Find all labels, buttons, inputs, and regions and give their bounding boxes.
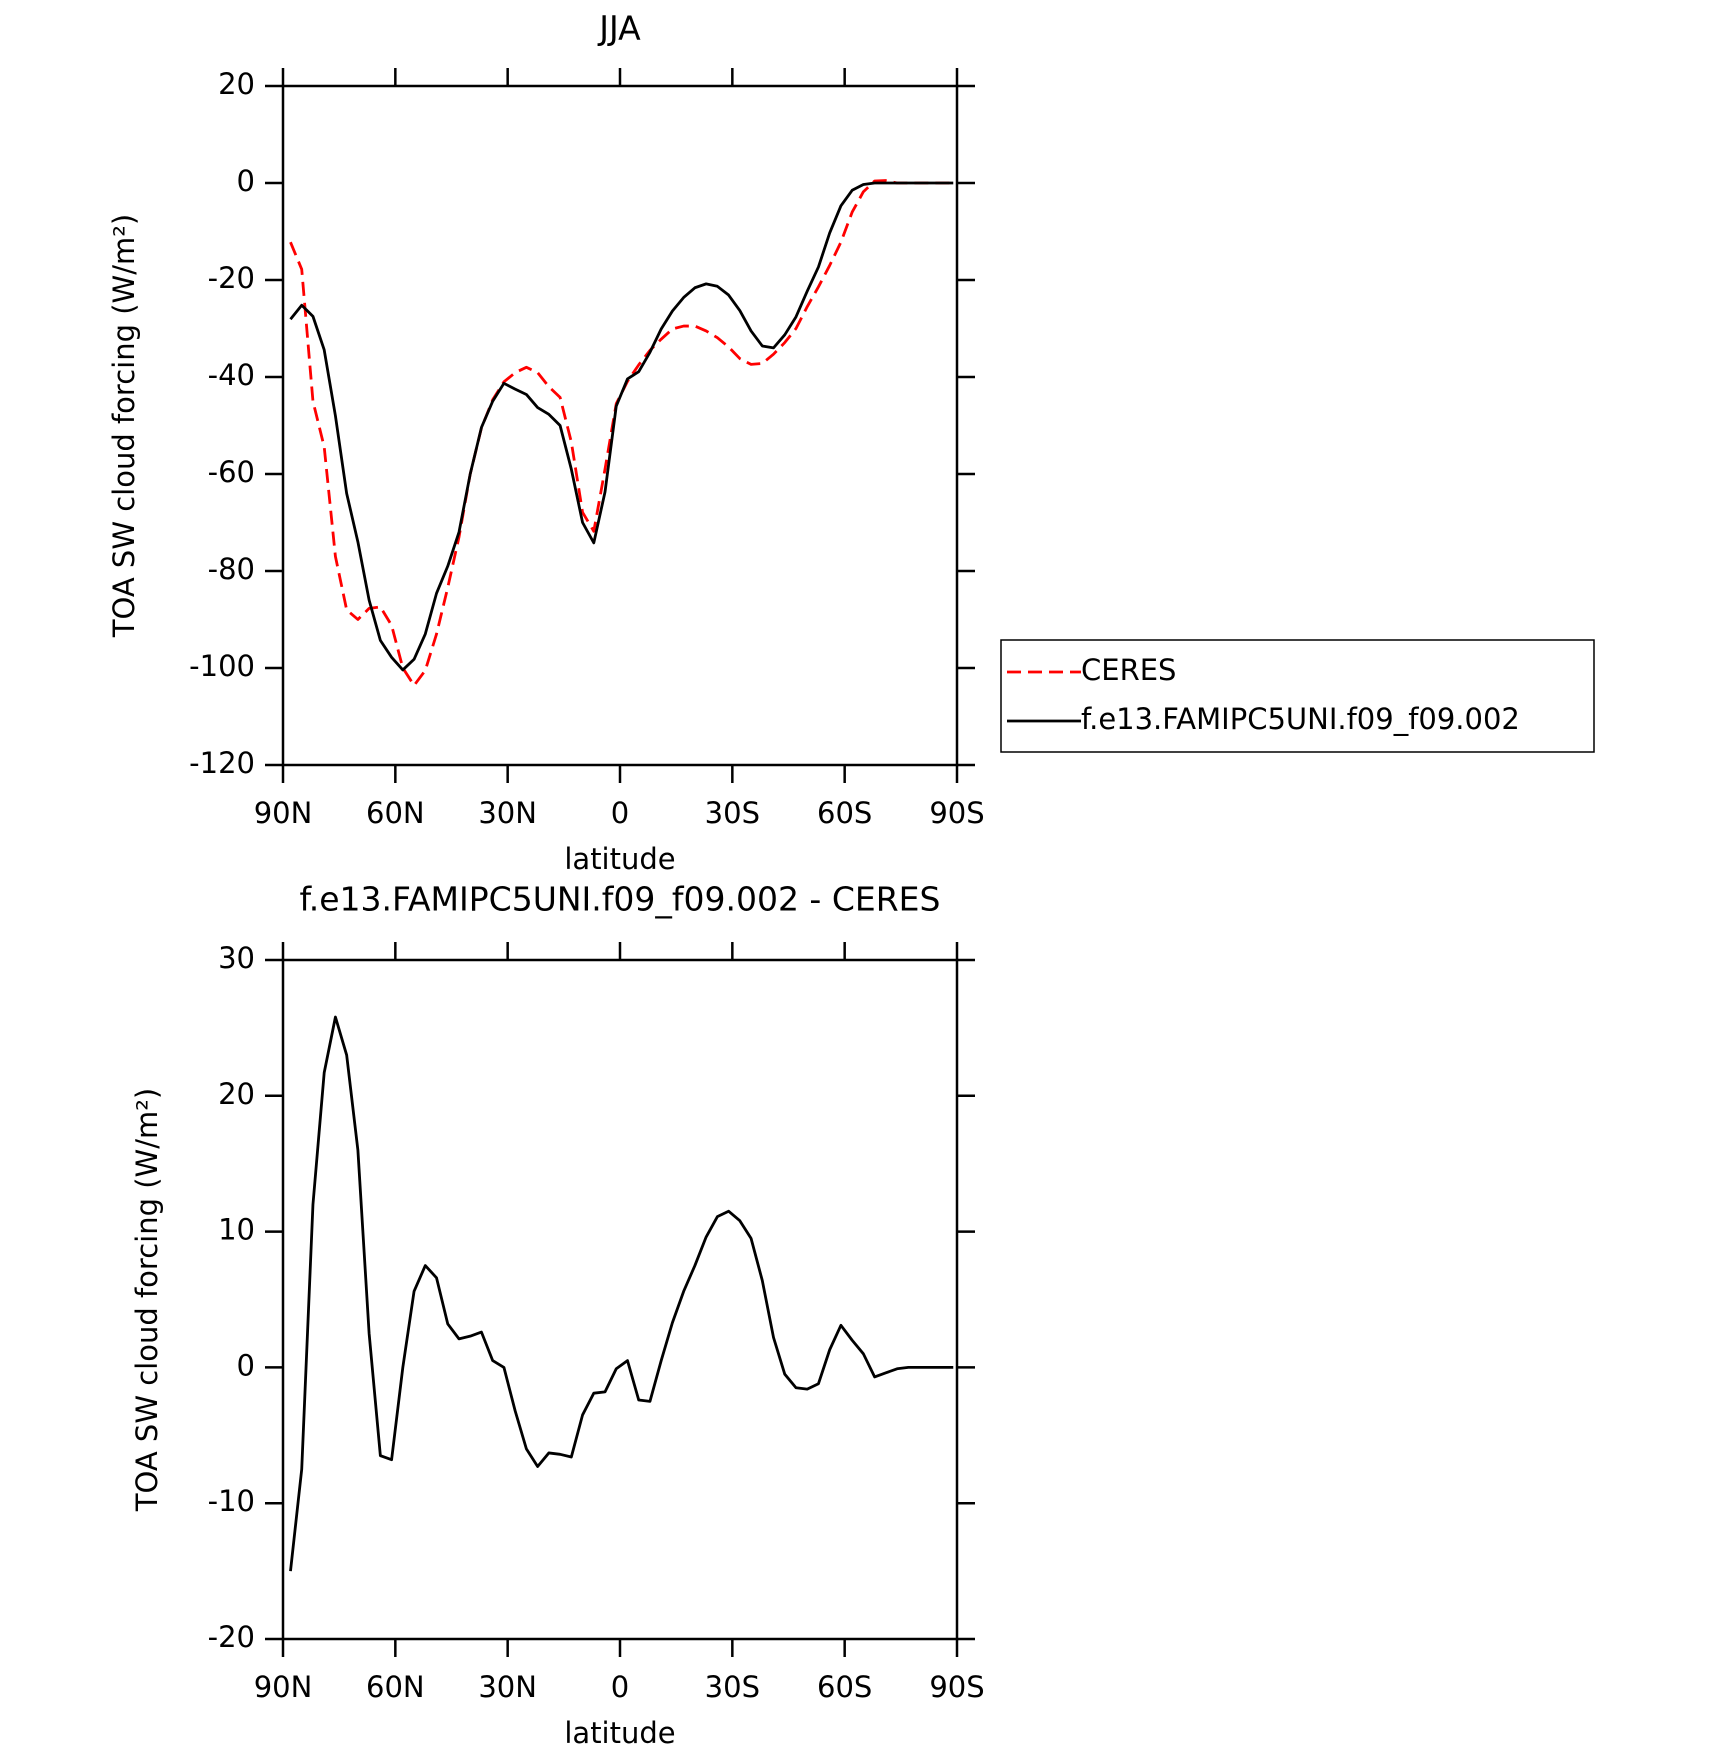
y-tick-label: 20 — [218, 67, 255, 101]
y-tick-label: 30 — [218, 941, 255, 975]
chart-title: JJA — [597, 9, 641, 48]
x-tick-label: 60N — [366, 1670, 425, 1704]
x-tick-label: 90S — [929, 796, 984, 830]
x-axis-label: latitude — [564, 842, 675, 876]
x-tick-label: 0 — [611, 1670, 629, 1704]
plot-frame — [281, 84, 959, 767]
x-tick-label: 30S — [705, 796, 760, 830]
y-tick-label: -20 — [208, 261, 255, 295]
series-line — [289, 179, 954, 687]
x-tick-label: 60S — [817, 796, 872, 830]
y-tick-label: 0 — [237, 164, 255, 198]
x-tick-label: 60N — [366, 796, 425, 830]
y-tick-label: -100 — [189, 649, 255, 683]
chart-title: f.e13.FAMIPC5UNI.f09_f09.002 - CERES — [300, 880, 941, 919]
legend-label: f.e13.FAMIPC5UNI.f09_f09.002 — [1081, 702, 1520, 736]
y-tick-label: 0 — [237, 1348, 255, 1382]
legend-box — [1000, 639, 1595, 753]
x-tick-label: 90S — [929, 1670, 984, 1704]
x-tick-label: 30S — [705, 1670, 760, 1704]
y-tick-label: -80 — [208, 552, 255, 586]
y-tick-label: -10 — [208, 1484, 255, 1518]
y-axis-label: TOA SW cloud forcing (W/m²) — [130, 1088, 164, 1512]
x-axis-label: latitude — [564, 1716, 675, 1750]
y-tick-label: 20 — [218, 1077, 255, 1111]
plot-frame — [281, 958, 959, 1641]
y-tick-label: -20 — [208, 1620, 255, 1654]
legend-label: CERES — [1081, 653, 1176, 687]
series-line — [289, 1015, 954, 1572]
series-line — [289, 181, 954, 672]
x-tick-label: 30N — [478, 796, 537, 830]
x-tick-label: 30N — [478, 1670, 537, 1704]
y-tick-label: -60 — [208, 455, 255, 489]
x-tick-label: 90N — [254, 796, 313, 830]
x-tick-label: 0 — [611, 796, 629, 830]
x-tick-label: 90N — [254, 1670, 313, 1704]
y-tick-label: -120 — [189, 746, 255, 780]
y-tick-label: -40 — [208, 358, 255, 392]
y-axis-label: TOA SW cloud forcing (W/m²) — [107, 214, 141, 638]
y-tick-label: 10 — [218, 1213, 255, 1247]
x-tick-label: 60S — [817, 1670, 872, 1704]
